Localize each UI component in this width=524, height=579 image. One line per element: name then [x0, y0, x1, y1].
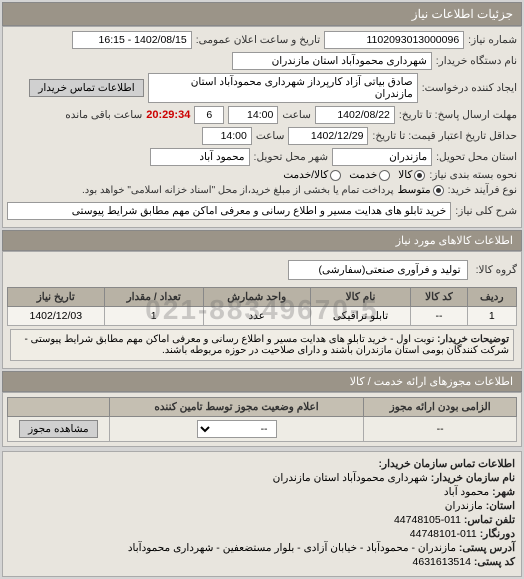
cert-status-select[interactable]: --: [197, 420, 277, 438]
countdown-timer: 20:29:34: [146, 109, 190, 121]
days-remaining-field: 6: [194, 106, 224, 124]
contact-fax: 011-44748101: [410, 528, 477, 540]
purchase-type-label: نوع فرآیند خرید:: [448, 184, 517, 196]
validity-date-field: 1402/12/29: [288, 127, 368, 145]
group-label: گروه کالا:: [476, 264, 517, 276]
col-name: نام کالا: [310, 288, 411, 307]
pkg-radio-both[interactable]: کالا/خدمت: [283, 169, 341, 181]
radio-dot-icon: [379, 170, 390, 181]
contact-tel: 011-44748105: [394, 514, 461, 526]
radio-dot-icon: [433, 185, 444, 196]
view-cert-button[interactable]: مشاهده مجوز: [19, 420, 98, 438]
col-row: ردیف: [467, 288, 516, 307]
buyer-note-label: توضیحات خریدار:: [437, 334, 509, 345]
contact-city-label: شهر:: [492, 486, 515, 498]
col-code: کد کالا: [411, 288, 467, 307]
cell-code: --: [411, 307, 467, 326]
group-field: تولید و فرآوری صنعتی(سفارشی): [288, 260, 468, 280]
contact-buyer-button[interactable]: اطلاعات تماس خریدار: [29, 79, 143, 97]
table-row: 1 -- تابلو ترافیکی عدد 1 1402/12/03: [8, 307, 517, 326]
radio-dot-icon: [414, 170, 425, 181]
requester-label: ایجاد کننده درخواست:: [422, 82, 517, 94]
contact-fax-label: دورنگار:: [480, 528, 515, 540]
cert-table: الزامی بودن ارائه مجوز اعلام وضعیت مجوز …: [7, 397, 517, 442]
org-field: شهرداری محمودآباد استان مازندران: [232, 52, 432, 70]
requester-field: صادق بیاتی آزاد کارپرداز شهرداری محمودآب…: [148, 73, 418, 103]
contact-org: شهرداری محمودآباد استان مازندران: [273, 472, 428, 484]
contact-tel-label: تلفن تماس:: [464, 514, 515, 526]
col-unit: واحد شمارش: [203, 288, 310, 307]
contact-title: اطلاعات تماس سازمان خریدار:: [379, 458, 515, 470]
number-label: شماره نیاز:: [468, 34, 517, 46]
cert-col-action: [8, 398, 110, 417]
cell-qty: 1: [104, 307, 203, 326]
goods-section-title: اطلاعات کالاهای مورد نیاز: [2, 230, 522, 251]
package-label: نحوه بسته بندی نیاز:: [429, 169, 517, 181]
deadline-time-field: 14:00: [228, 106, 278, 124]
contact-postal: 4631613514: [413, 556, 471, 568]
goods-section: گروه کالا: تولید و فرآوری صنعتی(سفارشی) …: [2, 251, 522, 369]
contact-org-label: نام سازمان خریدار:: [431, 472, 515, 484]
contact-province: مازندران: [445, 500, 483, 512]
validity-time-field: 14:00: [202, 127, 252, 145]
contact-section: اطلاعات تماس سازمان خریدار: نام سازمان خ…: [2, 451, 522, 577]
contact-city: محمود آباد: [444, 486, 489, 498]
desc-field: خرید تابلو های هدایت مسیر و اطلاع رسانی …: [7, 202, 451, 220]
cell-name: تابلو ترافیکی: [310, 307, 411, 326]
goods-table: ردیف کد کالا نام کالا واحد شمارش تعداد /…: [7, 287, 517, 326]
deadline-date-field: 1402/08/22: [315, 106, 395, 124]
announce-label: تاریخ و ساعت اعلان عمومی:: [196, 34, 320, 46]
validity-label: حداقل تاریخ اعتبار قیمت: تا تاریخ:: [372, 130, 517, 142]
cell-date: 1402/12/03: [8, 307, 105, 326]
col-date: تاریخ نیاز: [8, 288, 105, 307]
cert-row: -- -- مشاهده مجوز: [8, 417, 517, 442]
pkg-radio-khidmat[interactable]: خدمت: [349, 169, 390, 181]
cert-col-status: اعلام وضعیت مجوز توسط تامین کننده: [109, 398, 364, 417]
contact-address-label: آدرس پستی:: [459, 542, 515, 554]
pkg-radio-kala[interactable]: کالا: [398, 169, 425, 181]
cert-status-cell: --: [109, 417, 364, 442]
number-field: 1102093013000096: [324, 31, 464, 49]
contact-postal-label: کد پستی:: [474, 556, 515, 568]
pt-radio-medium[interactable]: متوسط: [398, 184, 444, 196]
radio-dot-icon: [330, 170, 341, 181]
request-section: شماره نیاز: 1102093013000096 تاریخ و ساع…: [2, 26, 522, 228]
cell-row: 1: [467, 307, 516, 326]
cell-unit: عدد: [203, 307, 310, 326]
deadline-send-label: مهلت ارسال پاسخ: تا تاریخ:: [399, 109, 517, 121]
desc-label: شرح کلی نیاز:: [455, 205, 517, 217]
time-label-1: ساعت: [282, 109, 311, 121]
announce-field: 1402/08/15 - 16:15: [72, 31, 192, 49]
col-qty: تعداد / مقدار: [104, 288, 203, 307]
delivery-city-label: شهر محل تحویل:: [254, 151, 329, 163]
buyer-note-box: توضیحات خریدار: نوبت اول - خرید تابلو ها…: [10, 329, 514, 361]
page-title: جزئیات اطلاعات نیاز: [412, 7, 513, 21]
cert-section: الزامی بودن ارائه مجوز اعلام وضعیت مجوز …: [2, 392, 522, 447]
contact-address: مازندران - محمودآباد - خیابان آزادی - بل…: [128, 542, 456, 554]
cert-section-title: اطلاعات مجوزهای ارائه خدمت / کالا: [2, 371, 522, 392]
delivery-city-field: محمود آباد: [150, 148, 250, 166]
cert-col-mandatory: الزامی بودن ارائه مجوز: [364, 398, 517, 417]
time-label-2: ساعت: [256, 130, 285, 142]
org-label: نام دستگاه خریدار:: [436, 55, 517, 67]
cert-mandatory-cell: --: [364, 417, 517, 442]
contact-province-label: استان:: [486, 500, 515, 512]
delivery-province-field: مازندران: [332, 148, 432, 166]
cert-action-cell: مشاهده مجوز: [8, 417, 110, 442]
delivery-province-label: استان محل تحویل:: [436, 151, 517, 163]
remaining-text: ساعت باقی مانده: [65, 109, 142, 121]
page-header: جزئیات اطلاعات نیاز: [2, 2, 522, 26]
purchase-type-note: پرداخت تمام یا بخشی از مبلغ خرید،از محل …: [82, 185, 394, 196]
package-radio-group: کالا خدمت کالا/خدمت: [283, 169, 425, 181]
